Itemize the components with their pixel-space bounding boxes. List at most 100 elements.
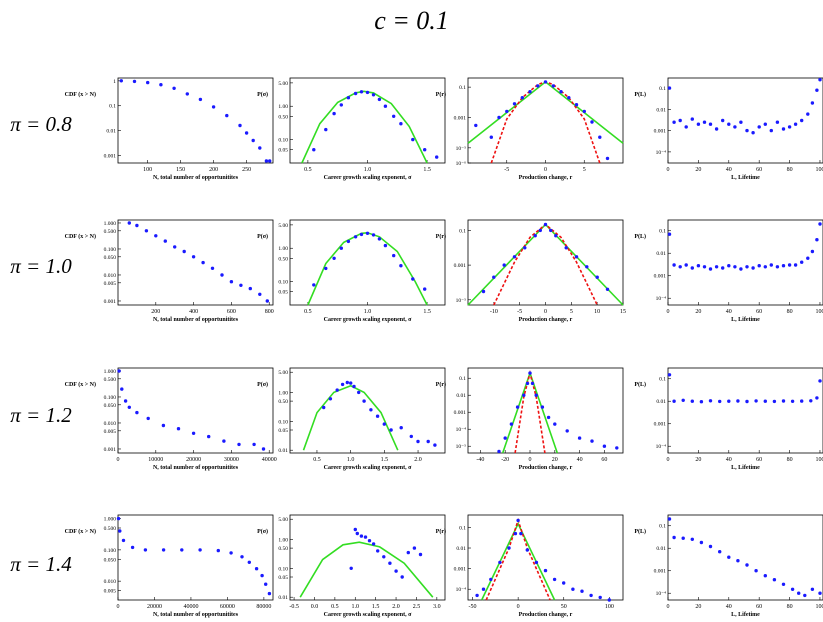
y-axis-label: P(r)	[436, 381, 446, 388]
plot-frame	[289, 514, 446, 601]
figure-title: c = 0.1	[374, 6, 449, 35]
data-point	[810, 587, 815, 591]
data-point	[590, 120, 594, 124]
data-point	[382, 422, 386, 426]
chart-r0-c3: 0 20 40 60 80 100 0.1 0.01 0.001 10⁻⁴ L, Lifetime P…	[634, 77, 823, 181]
data-point	[229, 280, 234, 284]
data-point	[565, 429, 569, 433]
y-axis-label: P(r)	[436, 91, 446, 98]
data-point	[239, 283, 243, 287]
data-point	[340, 382, 345, 387]
data-point	[335, 388, 339, 392]
x-axis-label: Career growth scaling exponent, σ	[324, 317, 412, 323]
x-tick-label: -5	[504, 167, 509, 173]
x-axis-label: Career growth scaling exponent, σ	[324, 175, 412, 181]
data-point	[267, 591, 272, 596]
x-tick-label: 150	[176, 167, 185, 173]
data-point	[382, 555, 386, 559]
y-tick-label: 0.50	[278, 546, 288, 552]
fit-curve-red	[490, 81, 601, 164]
chart-r3-c2: -50 0 50 100 0.1 0.01 0.001 10⁻⁴ Production chan…	[436, 514, 624, 618]
data-point	[481, 289, 486, 294]
x-tick-label: 100	[143, 167, 152, 173]
data-point	[598, 595, 602, 600]
data-point	[754, 569, 758, 573]
data-point	[727, 264, 731, 268]
data-point	[684, 125, 688, 129]
data-point	[371, 233, 376, 237]
data-point	[503, 436, 507, 440]
chart-r1-c3: 0 20 40 60 80 100 0.1 0.01 0.001 10⁻⁴ L, Lifetime P…	[634, 219, 823, 323]
data-point	[559, 90, 563, 94]
y-axis-label: P(r)	[436, 528, 446, 535]
y-axis-label: P(L)	[634, 528, 646, 535]
y-tick-label: 0.100	[104, 247, 117, 253]
data-point	[605, 287, 610, 291]
y-tick-label: 1.000	[104, 369, 117, 375]
data-point	[191, 431, 196, 435]
y-tick-label: 0.005	[104, 589, 117, 595]
data-point	[201, 260, 205, 265]
data-point	[489, 135, 493, 139]
x-tick-label: 0	[117, 604, 120, 610]
y-tick-label: 10⁻⁴	[656, 444, 666, 450]
data-point	[543, 80, 548, 84]
fit-curve-green	[299, 541, 434, 598]
data-point	[399, 264, 403, 268]
chart-r2-c0: 0 10000 20000 30000 40000 1.000 0.500 0.100 0.05…	[65, 367, 277, 471]
y-tick-label: 10⁻⁴	[656, 591, 666, 597]
x-tick-label: 40	[726, 309, 732, 315]
plot-frame	[117, 367, 274, 454]
data-point	[345, 380, 349, 385]
x-axis-label: Production change, r	[519, 175, 573, 181]
data-point	[595, 275, 599, 279]
data-point	[332, 111, 336, 116]
plot-frame	[289, 367, 446, 454]
data-point	[322, 405, 326, 410]
fit-curve-green	[467, 223, 624, 306]
data-point	[481, 587, 486, 591]
x-tick-label: 2.0	[392, 604, 400, 610]
y-tick-label: 0.001	[654, 274, 667, 280]
data-point	[433, 443, 437, 447]
y-tick-label: 0.10	[278, 419, 288, 425]
data-point	[132, 79, 137, 84]
data-point	[797, 591, 801, 595]
data-point	[143, 548, 148, 552]
y-tick-label: 0.50	[278, 256, 288, 262]
data-point	[772, 578, 777, 582]
data-point	[522, 393, 526, 397]
data-point	[781, 127, 786, 131]
data-point	[549, 228, 553, 233]
y-tick-label: 0.05	[278, 148, 288, 154]
data-point	[359, 534, 364, 538]
data-point	[353, 235, 358, 239]
data-point	[667, 86, 672, 90]
data-point	[362, 399, 366, 403]
data-point	[727, 399, 731, 403]
data-point	[509, 422, 514, 426]
data-point	[423, 287, 427, 291]
plot-frame	[117, 77, 274, 164]
y-tick-label: 0.001	[454, 263, 467, 269]
y-tick-label: 10⁻⁴	[456, 587, 466, 593]
y-tick-label: 10⁻⁶	[456, 161, 466, 167]
data-point	[507, 546, 511, 550]
data-point	[775, 120, 780, 124]
y-tick-label: 10⁻⁴	[656, 296, 666, 302]
x-tick-label: 200	[209, 167, 218, 173]
y-tick-label: 0.1	[659, 86, 666, 92]
x-tick-label: 60	[601, 457, 607, 463]
data-point	[392, 114, 396, 119]
x-tick-label: 0.0	[311, 604, 319, 610]
data-point	[409, 434, 413, 439]
data-point	[554, 234, 558, 238]
plot-frame	[117, 514, 274, 601]
data-point	[590, 439, 594, 443]
data-point	[696, 122, 701, 126]
x-tick-label: 250	[242, 167, 251, 173]
data-point	[120, 387, 124, 391]
data-point	[818, 222, 822, 226]
data-point	[672, 120, 676, 124]
data-point	[497, 449, 501, 454]
